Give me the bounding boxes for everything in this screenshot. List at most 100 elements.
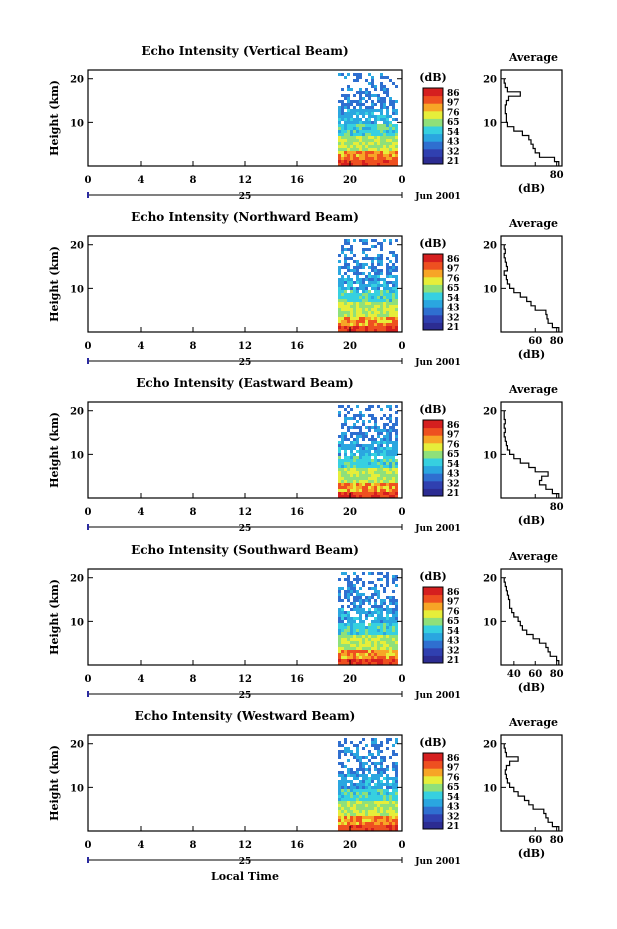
- heatmap-cell: [344, 450, 347, 453]
- heatmap-cell: [371, 453, 374, 456]
- heatmap-cell: [338, 795, 341, 798]
- heatmap-cell: [374, 284, 377, 287]
- heatmap-cell: [362, 771, 365, 774]
- heatmap-cell: [353, 477, 356, 480]
- heatmap-cell: [386, 581, 389, 584]
- x-tick-label: 12: [238, 674, 252, 685]
- heatmap-cell: [344, 650, 347, 653]
- heatmap-cell: [386, 608, 389, 611]
- heatmap-cell: [365, 100, 368, 103]
- heatmap-cell: [359, 118, 362, 121]
- x-tick-label: 4: [138, 175, 145, 186]
- heatmap-cell: [377, 314, 380, 317]
- colorbar-tick-label: 21: [447, 157, 460, 167]
- heatmap-cell: [362, 816, 365, 819]
- heatmap-cell: [338, 819, 341, 822]
- heatmap-cell: [377, 136, 380, 139]
- heatmap-cell: [338, 323, 341, 326]
- heatmap-cell: [350, 801, 353, 804]
- heatmap-cell: [359, 296, 362, 299]
- heatmap-cell: [362, 148, 365, 151]
- heatmap-cell: [371, 632, 374, 635]
- heatmap-cell: [383, 154, 386, 157]
- heatmap-cell: [359, 154, 362, 157]
- heatmap-cell: [392, 139, 395, 142]
- heatmap-cell: [344, 623, 347, 626]
- heatmap-cell: [377, 450, 380, 453]
- heatmap-cell: [392, 465, 395, 468]
- heatmap-cell: [362, 109, 365, 112]
- y-axis-label: Height (km): [48, 745, 61, 821]
- heatmap-cell: [386, 468, 389, 471]
- heatmap-cell: [371, 287, 374, 290]
- heatmap-cell: [347, 151, 350, 154]
- heatmap-cell: [380, 260, 383, 263]
- heatmap-cell: [359, 662, 362, 665]
- heatmap-cell: [374, 789, 377, 792]
- heatmap-cell: [368, 133, 371, 136]
- heatmap-cell: [362, 414, 365, 417]
- heatmap-cell: [371, 426, 374, 429]
- heatmap-cell: [368, 801, 371, 804]
- heatmap-cell: [386, 486, 389, 489]
- heatmap-cell: [338, 160, 341, 163]
- heatmap-cell: [338, 118, 341, 121]
- heatmap-cell: [374, 139, 377, 142]
- heatmap-cell: [347, 462, 350, 465]
- heatmap-cell: [389, 477, 392, 480]
- heatmap-cell: [362, 608, 365, 611]
- colorbar-swatch: [423, 465, 443, 474]
- heatmap-cell: [380, 142, 383, 145]
- heatmap-cell: [365, 483, 368, 486]
- heatmap-cell: [362, 160, 365, 163]
- heatmap-cell: [386, 644, 389, 647]
- heatmap-cell: [374, 133, 377, 136]
- heatmap-cell: [386, 578, 389, 581]
- heatmap-cell: [371, 801, 374, 804]
- heatmap-cell: [350, 486, 353, 489]
- heatmap-cell: [377, 629, 380, 632]
- heatmap-cell: [374, 659, 377, 662]
- heatmap-cell: [371, 623, 374, 626]
- heatmap-cell: [350, 130, 353, 133]
- average-y-tick-label: 10: [483, 118, 497, 129]
- heatmap-cell: [362, 756, 365, 759]
- heatmap-cell: [365, 465, 368, 468]
- heatmap-cell: [368, 281, 371, 284]
- heatmap-cell: [350, 807, 353, 810]
- heatmap: [338, 405, 398, 498]
- heatmap-cell: [374, 103, 377, 106]
- heatmap-cell: [386, 423, 389, 426]
- heatmap-cell: [356, 644, 359, 647]
- colorbar-swatch: [423, 427, 443, 436]
- heatmap-cell: [365, 130, 368, 133]
- heatmap-cell: [344, 486, 347, 489]
- heatmap-cell: [380, 771, 383, 774]
- heatmap-cell: [359, 272, 362, 275]
- heatmap-cell: [353, 638, 356, 641]
- average-y-tick-label: 10: [483, 783, 497, 794]
- heatmap-cell: [365, 112, 368, 115]
- heatmap-cell: [368, 317, 371, 320]
- heatmap-cell: [383, 644, 386, 647]
- heatmap-cell: [350, 771, 353, 774]
- heatmap-cell: [338, 653, 341, 656]
- heatmap-cell: [389, 163, 392, 166]
- heatmap-cell: [356, 115, 359, 118]
- heatmap-cell: [353, 151, 356, 154]
- heatmap-cell: [368, 257, 371, 260]
- heatmap-cell: [359, 653, 362, 656]
- heatmap-cell: [395, 260, 398, 263]
- heatmap-cell: [344, 495, 347, 498]
- x-tick-label: 0: [399, 840, 406, 851]
- colorbar-tick-label: 76: [447, 440, 460, 450]
- heatmap-cell: [350, 819, 353, 822]
- colorbar-swatch: [423, 435, 443, 444]
- heatmap-cell: [362, 423, 365, 426]
- heatmap-cell: [392, 795, 395, 798]
- heatmap-cell: [344, 786, 347, 789]
- heatmap-cell: [359, 435, 362, 438]
- heatmap-cell: [377, 662, 380, 665]
- heatmap-cell: [341, 608, 344, 611]
- heatmap-cell: [362, 151, 365, 154]
